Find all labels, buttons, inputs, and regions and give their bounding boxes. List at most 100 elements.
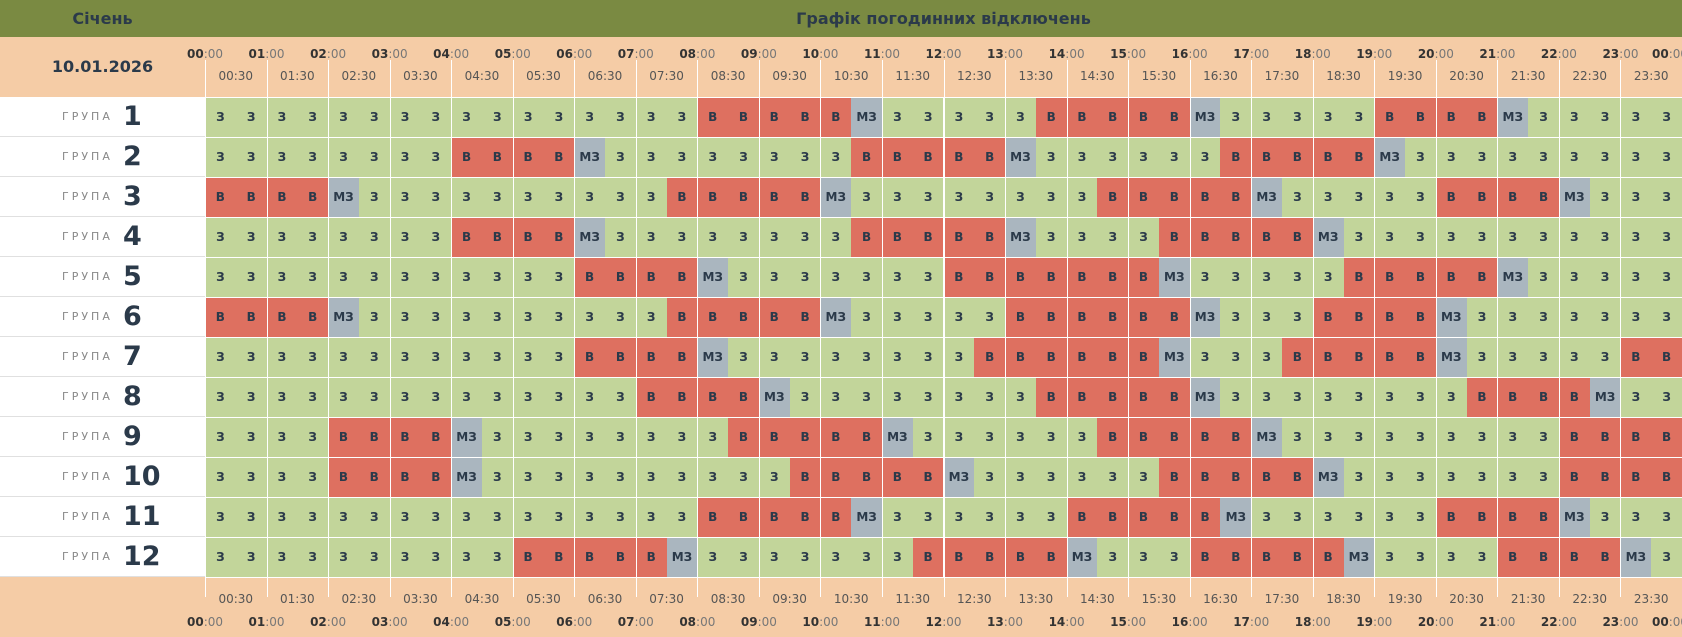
- group-number: 1: [123, 101, 142, 132]
- slot-cell: З: [1589, 137, 1621, 177]
- slot-cell: З: [943, 177, 975, 217]
- slot-cell: В: [1066, 497, 1098, 537]
- row-line: [205, 257, 1682, 258]
- slot-cell: МЗ: [1620, 537, 1652, 577]
- slot-cell: З: [328, 257, 359, 297]
- slot-cell: В: [912, 457, 944, 497]
- slot-cell: З: [912, 377, 944, 417]
- slot-cell: З: [635, 417, 667, 457]
- hour-tick-hour: 03: [371, 47, 389, 61]
- slot-cell: З: [666, 137, 698, 177]
- slot-cell: В: [1405, 97, 1436, 137]
- hour-tick-label: 18:00: [1295, 615, 1331, 629]
- slot-cell: З: [205, 257, 236, 297]
- slot-cell: З: [1220, 257, 1252, 297]
- slot-cell: З: [481, 497, 513, 537]
- hour-tick-label: 08:00: [679, 615, 715, 629]
- slot-cell: В: [1220, 537, 1252, 577]
- slot-cell: В: [943, 217, 975, 257]
- hour-tick-label: 14:00: [1049, 47, 1085, 61]
- slot-cell: МЗ: [451, 417, 482, 457]
- hour-tick-label: 10:00: [802, 615, 838, 629]
- hour-tick-hour: 19: [1356, 615, 1373, 629]
- half-hour-tick-label: 16:30: [1203, 592, 1238, 606]
- slot-cell: В: [1466, 177, 1498, 217]
- slot-cell: В: [1497, 497, 1529, 537]
- slot-cell: З: [266, 497, 298, 537]
- slot-cell: В: [1158, 377, 1190, 417]
- slot-cell: З: [1589, 97, 1621, 137]
- slot-cell: З: [881, 177, 913, 217]
- slot-cell: В: [266, 297, 298, 337]
- slot-cell: З: [574, 177, 606, 217]
- slot-cell: В: [297, 177, 329, 217]
- half-hour-tick-label: 13:30: [1018, 69, 1054, 83]
- slot-cell: З: [1466, 457, 1498, 497]
- slot-cell: В: [1528, 497, 1559, 537]
- slot-cell: З: [389, 97, 421, 137]
- group-number: 9: [123, 421, 142, 452]
- slot-cell: З: [1651, 257, 1682, 297]
- hour-tick-label: 12:00: [925, 47, 961, 61]
- hour-tick-minutes: :00: [1557, 615, 1577, 629]
- hour-tick-minutes: :00: [1668, 47, 1682, 61]
- half-hour-tick-label: 12:30: [956, 592, 992, 606]
- slot-cell: З: [1620, 217, 1652, 257]
- half-hour-tick-label: 23:30: [1633, 592, 1669, 606]
- slot-cell: З: [1651, 217, 1682, 257]
- slot-cell: В: [1005, 537, 1036, 577]
- slot-cell: З: [881, 97, 913, 137]
- slot-cell: З: [1558, 97, 1590, 137]
- slot-cell: З: [666, 97, 698, 137]
- hour-tick-hour: 00: [186, 47, 204, 61]
- hour-tick-label: 00:00: [187, 615, 223, 629]
- slot-cell: З: [574, 417, 606, 457]
- hour-tick-label: 00:00: [1652, 47, 1682, 61]
- slot-cell: З: [1651, 297, 1682, 337]
- slot-cell: МЗ: [851, 497, 882, 537]
- slot-cell: З: [1528, 97, 1559, 137]
- slot-cell: З: [481, 337, 513, 377]
- hour-tick-minutes: :00: [1003, 615, 1024, 629]
- slot-cell: В: [666, 297, 698, 337]
- slot-cell: З: [635, 97, 667, 137]
- slot-cell: З: [1466, 337, 1498, 377]
- group-label: ГРУПА 3: [0, 177, 205, 217]
- slot-cell: З: [266, 257, 298, 297]
- slot-cell: З: [1497, 137, 1529, 177]
- slot-cell: З: [512, 177, 544, 217]
- slot-cell: З: [1435, 377, 1467, 417]
- slot-cell: В: [697, 97, 729, 137]
- slot-cell: З: [1005, 97, 1036, 137]
- slot-cell: В: [974, 537, 1006, 577]
- hour-tick-hour: 23: [1602, 47, 1620, 61]
- hour-tick-label: 19:00: [1356, 47, 1392, 61]
- hour-tick-label: 21:00: [1479, 47, 1515, 61]
- slot-cell: З: [266, 97, 298, 137]
- slot-cell: З: [1374, 177, 1406, 217]
- slot-cell: В: [820, 97, 852, 137]
- slot-cell: З: [666, 497, 698, 537]
- slot-cell: З: [1620, 137, 1652, 177]
- slot-cell: З: [605, 297, 636, 337]
- half-hour-tick-label: 06:30: [587, 69, 623, 83]
- slot-cell: З: [1251, 337, 1282, 377]
- slot-cell: З: [1189, 337, 1221, 377]
- slot-cell: З: [358, 217, 390, 257]
- slot-cell: В: [543, 537, 575, 577]
- hour-tick-label: 10:00: [802, 47, 838, 61]
- slot-cell: З: [1651, 177, 1682, 217]
- slot-cell: З: [789, 137, 821, 177]
- slot-cell: З: [328, 217, 359, 257]
- hour-tick-label: 18:00: [1295, 47, 1331, 61]
- hour-tick-hour: 16: [1171, 615, 1189, 629]
- slot-cell: З: [1589, 257, 1621, 297]
- slot-cell: З: [481, 417, 513, 457]
- slot-cell: З: [266, 337, 298, 377]
- slot-cell: В: [1066, 97, 1098, 137]
- slot-cell: З: [481, 257, 513, 297]
- slot-cell: З: [420, 337, 452, 377]
- slot-cell: В: [1220, 417, 1252, 457]
- slot-cell: З: [1281, 297, 1313, 337]
- slot-cell: В: [451, 137, 482, 177]
